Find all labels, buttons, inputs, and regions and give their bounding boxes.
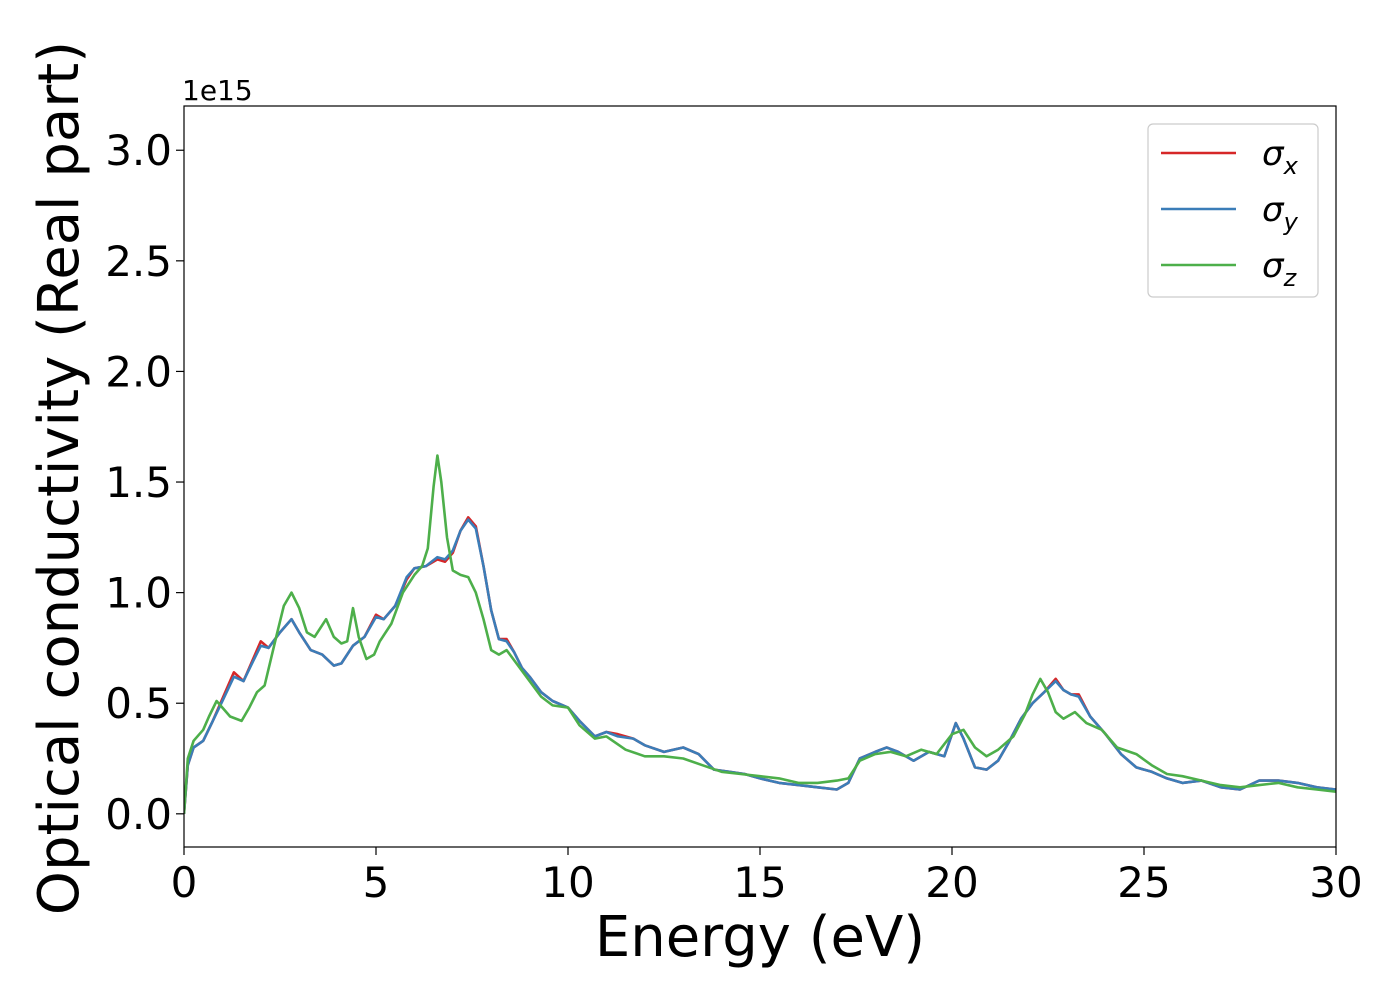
x-tick-label: 25 bbox=[1117, 858, 1170, 907]
x-tick-label: 30 bbox=[1309, 858, 1362, 907]
y-tick-label: 1.0 bbox=[105, 569, 172, 618]
legend-label-y: σy bbox=[1262, 190, 1299, 236]
y-axis-label: Optical conductivity (Real part) bbox=[27, 41, 92, 915]
x-tick-label: 15 bbox=[733, 858, 786, 907]
y-tick-label: 3.0 bbox=[105, 126, 172, 175]
x-tick-label: 5 bbox=[363, 858, 390, 907]
legend-box bbox=[1147, 123, 1319, 298]
x-axis: 0 5 10 15 20 25 30 bbox=[171, 847, 1363, 907]
x-tick-label: 0 bbox=[171, 858, 198, 907]
y-tick-label: 0.5 bbox=[105, 679, 172, 728]
series-line-z bbox=[184, 454, 1336, 814]
x-axis-label: Energy (eV) bbox=[595, 905, 925, 970]
y-tick-label: 2.0 bbox=[105, 347, 172, 396]
legend: σx σy σz bbox=[1147, 123, 1319, 298]
x-tick-label: 20 bbox=[925, 858, 978, 907]
legend-label-x: σx bbox=[1262, 134, 1299, 180]
legend-label-z: σz bbox=[1262, 246, 1298, 292]
x-tick-label: 10 bbox=[541, 858, 594, 907]
series-layer bbox=[184, 454, 1336, 814]
y-tick-label: 1.5 bbox=[105, 458, 172, 507]
series-line-y bbox=[184, 518, 1336, 814]
y-axis: 0.0 0.5 1.0 1.5 2.0 2.5 3.0 bbox=[105, 126, 184, 839]
y-tick-label: 0.0 bbox=[105, 790, 172, 839]
y-tick-label: 2.5 bbox=[105, 237, 172, 286]
y-offset-label: 1e15 bbox=[182, 74, 253, 107]
